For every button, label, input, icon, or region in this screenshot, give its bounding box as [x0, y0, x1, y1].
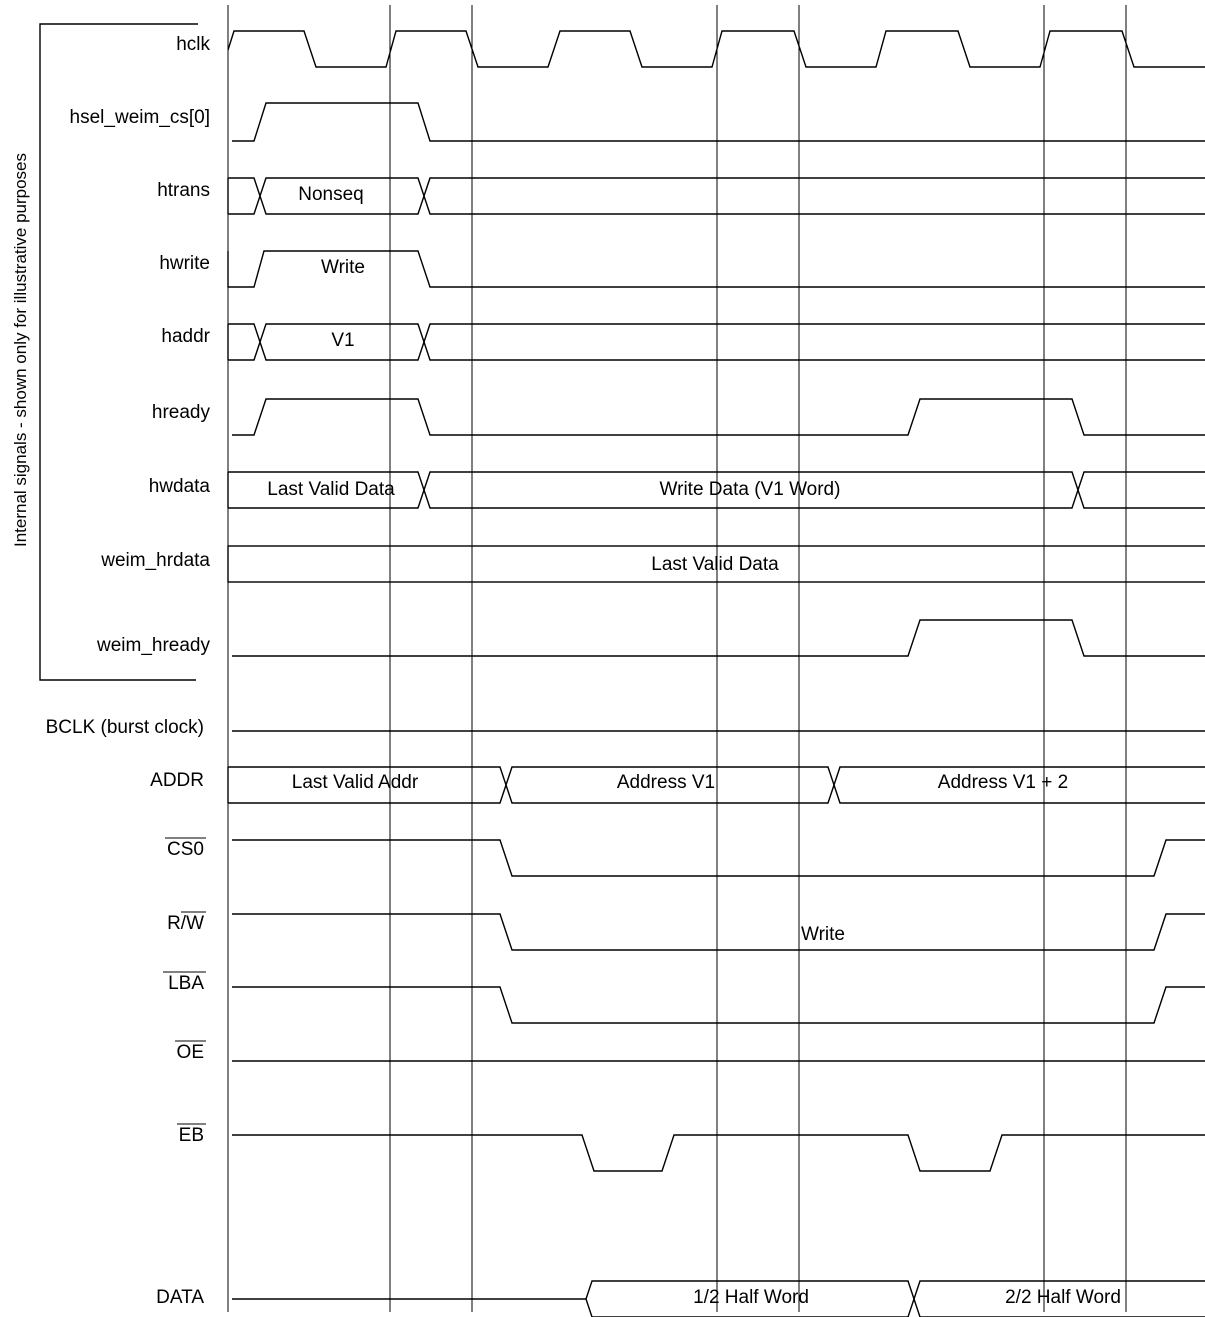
- label-haddr: haddr: [161, 326, 210, 347]
- addr-value-1: Address V1: [617, 772, 715, 793]
- label-hwdata: hwdata: [149, 476, 211, 497]
- label-hwrite: hwrite: [159, 253, 210, 274]
- wave-hready: [232, 398, 1205, 436]
- label-eb: EB: [179, 1125, 204, 1146]
- data-value-0: 1/2 Half Word: [693, 1287, 809, 1308]
- wave-data-lower: [585, 1296, 1205, 1317]
- wave-hwrite: [227, 250, 1205, 288]
- label-lba: LBA: [168, 973, 204, 994]
- clock-gridlines: [227, 5, 1127, 1312]
- rw-annotation: Write: [801, 924, 845, 945]
- label-htrans: htrans: [157, 180, 210, 201]
- wave-lba: [232, 986, 1205, 1024]
- data-value-1: 2/2 Half Word: [1005, 1287, 1121, 1308]
- label-hclk: hclk: [176, 34, 210, 55]
- label-rw: R/W: [167, 913, 204, 934]
- wave-data-upper: [585, 1280, 1205, 1302]
- group-label: Internal signals - shown only for illust…: [11, 153, 30, 547]
- label-bclk: BCLK (burst clock): [46, 717, 204, 738]
- wave-eb: [232, 1134, 1205, 1172]
- label-oe: OE: [177, 1042, 204, 1063]
- wave-htrans-lower: [228, 193, 1205, 215]
- waveforms: [227, 30, 1205, 1317]
- wave-haddr-upper: [228, 323, 1205, 345]
- hwrite-annotation: Write: [321, 257, 365, 278]
- wave-hwdata-upper: [228, 471, 1205, 493]
- wave-addr-lower: [228, 782, 1205, 804]
- wave-haddr-lower: [228, 339, 1205, 361]
- label-hsel-weim-cs0: hsel_weim_cs[0]: [70, 107, 210, 128]
- wave-cs0: [232, 839, 1205, 877]
- label-weim-hready: weim_hready: [96, 635, 210, 656]
- label-data: DATA: [156, 1287, 204, 1308]
- wave-weim-hrdata: [227, 545, 1205, 583]
- label-weim-hrdata: weim_hrdata: [100, 550, 210, 571]
- wave-hclk: [227, 30, 1205, 68]
- addr-value-2: Address V1 + 2: [938, 772, 1068, 793]
- label-cs0: CS0: [167, 839, 204, 860]
- overbars: [163, 837, 206, 1125]
- signal-labels: hclk hsel_weim_cs[0] htrans hwrite haddr…: [46, 34, 211, 1308]
- label-rw-prefix: R/: [167, 913, 187, 934]
- htrans-value: Nonseq: [298, 184, 364, 205]
- label-rw-suffix: W: [186, 913, 204, 934]
- addr-value-0: Last Valid Addr: [292, 772, 419, 793]
- label-hready: hready: [152, 402, 211, 423]
- haddr-value: V1: [331, 330, 354, 351]
- wave-hsel-weim-cs0: [232, 102, 1205, 142]
- wave-hwdata-lower: [228, 487, 1205, 509]
- wave-htrans-upper: [228, 177, 1205, 199]
- wave-weim-hready: [232, 619, 1205, 657]
- hwdata-value-1: Write Data (V1 Word): [660, 479, 841, 500]
- internal-signals-bracket: Internal signals - shown only for illust…: [11, 23, 198, 681]
- hwdata-value-0: Last Valid Data: [267, 479, 395, 500]
- bus-values: Nonseq Write V1 Last Valid Data Write Da…: [267, 184, 1121, 1308]
- wave-rw: [232, 913, 1205, 951]
- weim-hrdata-value: Last Valid Data: [651, 554, 779, 575]
- label-addr: ADDR: [150, 770, 204, 791]
- wave-addr-upper: [228, 766, 1205, 788]
